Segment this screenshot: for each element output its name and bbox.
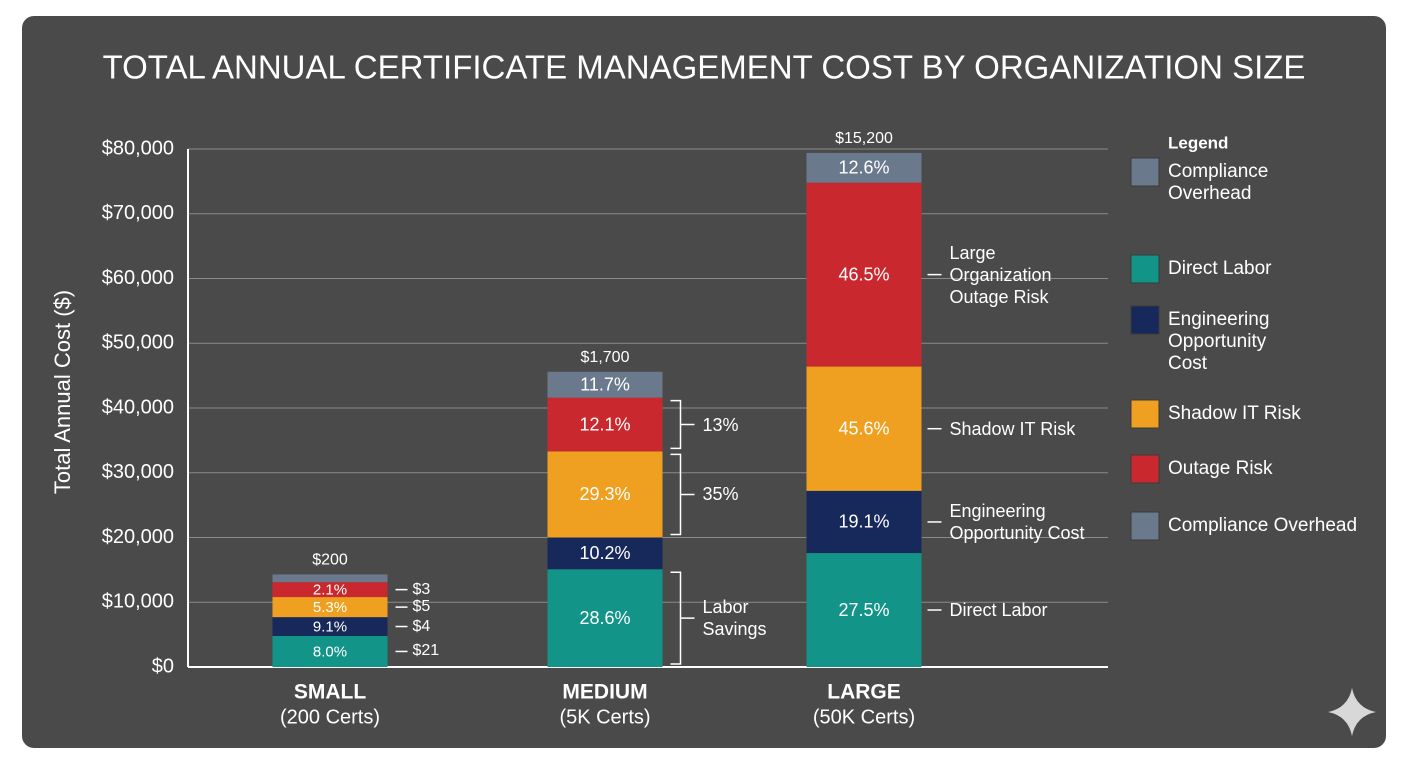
legend-swatch (1130, 454, 1160, 484)
legend-label: Outage Risk (1168, 458, 1273, 479)
segment-label: 46.5% (838, 264, 889, 284)
segment-note: Direct Labor (949, 600, 1048, 621)
category-label: SMALL (294, 681, 366, 704)
legend-swatch (1130, 157, 1160, 187)
y-axis-title: Total Annual Cost ($) (50, 290, 75, 494)
segment-label: 2.1% (313, 582, 347, 599)
segment-note: $4 (412, 617, 431, 635)
category-sublabel: (5K Certs) (559, 706, 650, 728)
segment-label: 29.3% (579, 484, 630, 504)
segment-label: 12.1% (579, 414, 630, 434)
total-label: $200 (312, 552, 348, 569)
category-label: LARGE (827, 681, 901, 704)
category-label: MEDIUM (562, 681, 647, 704)
legend-title: Legend (1168, 133, 1228, 152)
segment-label: 10.2% (579, 543, 630, 563)
total-label: $15,200 (835, 130, 893, 147)
y-tick-label: $80,000 (102, 137, 174, 159)
bar-segment (806, 490, 922, 554)
segment-note: Engineering Opportunity Cost (949, 500, 1085, 543)
segment-note: $3 (412, 580, 431, 598)
note-bracket (670, 399, 695, 450)
segment-label: 19.1% (838, 512, 889, 532)
note-bracket (670, 453, 695, 536)
legend-label: Compliance Overhead (1168, 161, 1269, 204)
segment-label: 27.5% (838, 600, 889, 620)
y-tick-label: $60,000 (102, 267, 174, 289)
segment-note: $5 (412, 598, 431, 616)
bar-segment (272, 597, 388, 618)
legend-swatch (1130, 254, 1160, 284)
segment-note: Shadow IT Risk (949, 418, 1076, 439)
segment-note: Labor Savings (702, 597, 767, 640)
segment-label: 45.6% (838, 418, 889, 438)
legend-label: Shadow IT Risk (1168, 403, 1301, 424)
sparkle-icon (1328, 688, 1376, 736)
y-tick-label: $50,000 (102, 332, 174, 354)
bar-segment (806, 182, 922, 367)
segment-note: 35% (702, 484, 739, 505)
bar-segment (272, 574, 388, 583)
y-tick-label: $10,000 (102, 591, 174, 613)
segment-note: $21 (412, 642, 440, 660)
chart-panel (22, 16, 1386, 748)
y-tick-label: $30,000 (102, 461, 174, 483)
bar-segment (272, 617, 388, 636)
legend-swatch (1130, 399, 1160, 429)
y-tick-label: $0 (152, 655, 174, 677)
chart-title: TOTAL ANNUAL CERTIFICATE MANAGEMENT COST… (103, 49, 1306, 86)
segment-label: 9.1% (313, 619, 347, 636)
y-tick-label: $70,000 (102, 202, 174, 224)
note-bracket (670, 571, 695, 665)
bar-segment (547, 451, 663, 538)
total-label: $1,700 (581, 349, 630, 366)
bar-segment (272, 582, 388, 598)
bar-segment (806, 366, 922, 491)
y-tick-label: $40,000 (102, 396, 174, 418)
bar-segment (547, 397, 663, 452)
segment-note: 13% (702, 414, 739, 435)
bar-segment (806, 553, 922, 667)
category-sublabel: (50K Certs) (813, 706, 915, 728)
legend-label: Engineering Opportunity Cost (1168, 309, 1270, 374)
segment-label: 11.7% (580, 374, 630, 394)
bar-segment (547, 537, 663, 570)
bar-segment (806, 152, 922, 183)
bar-segment (547, 371, 663, 398)
bar-segment (272, 635, 388, 667)
segment-label: 8.0% (313, 643, 347, 660)
category-sublabel: (200 Certs) (280, 706, 380, 728)
legend-swatch (1130, 511, 1160, 541)
legend-label: Direct Labor (1168, 258, 1272, 279)
legend-swatch (1130, 305, 1160, 335)
segment-note: Large Organization Outage Risk (949, 242, 1052, 307)
segment-label: 28.6% (579, 608, 630, 628)
y-tick-label: $20,000 (102, 526, 174, 548)
segment-label: 12.6% (838, 158, 889, 178)
bar-segment (547, 569, 663, 667)
segment-label: 5.3% (313, 599, 347, 616)
legend-label: Compliance Overhead (1168, 515, 1358, 536)
